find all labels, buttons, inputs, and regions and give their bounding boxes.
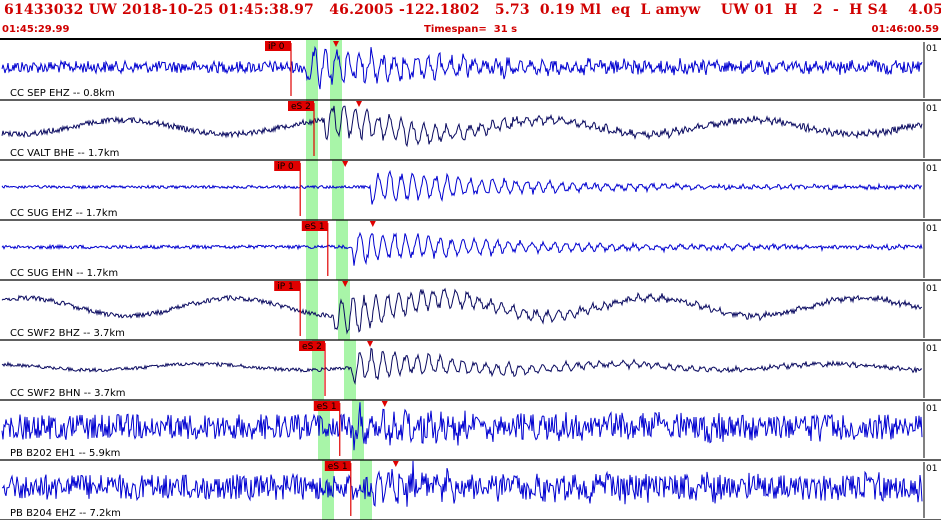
scale-label: 01 xyxy=(926,224,937,234)
channel-row[interactable]: 01 eS 2 CC VALT BHE -- 1.7km xyxy=(0,101,941,161)
channel-label: CC SUG EHN -- 1.7km xyxy=(10,268,118,279)
waveform-trace xyxy=(1,169,923,205)
waveform-trace xyxy=(1,402,923,451)
pick-triangle xyxy=(342,161,349,167)
p-window-segment xyxy=(306,220,318,280)
channel-row[interactable]: 01 eS 2 CC SWF2 BHN -- 3.7km xyxy=(0,341,941,401)
pick-label: iP 0 xyxy=(268,42,285,52)
pick-triangle xyxy=(333,41,339,47)
channel-row[interactable]: 01 eS 1 PB B204 EHZ -- 7.2km xyxy=(0,460,941,520)
channel-label: PB B202 EH1 -- 5.9km xyxy=(10,448,120,459)
scale-label: 01 xyxy=(926,344,937,354)
waveform-trace xyxy=(1,460,923,507)
scale-label: 01 xyxy=(926,44,937,54)
pick-label: eS 1 xyxy=(328,462,348,472)
waveform-trace xyxy=(1,45,923,90)
pick-flag[interactable] xyxy=(274,161,301,171)
waveform-trace xyxy=(1,347,923,385)
s-window-segment xyxy=(336,220,348,280)
pick-label: eS 1 xyxy=(317,402,337,412)
channel-label: CC SEP EHZ -- 0.8km xyxy=(10,88,115,99)
p-window-segment xyxy=(306,40,318,100)
channel-label: CC VALT BHE -- 1.7km xyxy=(10,148,119,159)
timespan: Timespan= 31 s xyxy=(424,24,518,35)
pick-flag[interactable] xyxy=(288,101,314,111)
channel-row[interactable]: 01 iP 0 CC SUG EHZ -- 1.7km xyxy=(0,161,941,221)
header-bar: 61433032 UW 2018-10-25 01:45:38.97 46.20… xyxy=(0,0,941,40)
pick-triangle xyxy=(367,341,374,347)
pick-triangle xyxy=(356,101,362,107)
scale-label: 01 xyxy=(926,404,937,414)
p-window-segment xyxy=(306,280,318,340)
waveform-trace xyxy=(1,287,923,335)
pick-flag[interactable] xyxy=(324,461,351,471)
pick-label: eS 2 xyxy=(291,102,311,112)
p-window-segment xyxy=(318,400,330,460)
channel-label: CC SWF2 BHN -- 3.7km xyxy=(10,388,126,399)
pick-triangle xyxy=(342,281,349,287)
start-time: 01:45:29.99 xyxy=(2,24,70,35)
channel-label: CC SUG EHZ -- 1.7km xyxy=(10,208,117,219)
pick-label: eS 2 xyxy=(302,342,322,352)
scale-label: 01 xyxy=(926,464,937,474)
channel-stack: 01 iP 0 CC SEP EHZ -- 0.8km 01 eS 2 CC VALT B… xyxy=(0,41,941,520)
pick-flag[interactable] xyxy=(301,221,328,231)
channel-label: CC SWF2 BHZ -- 3.7km xyxy=(10,328,125,339)
pick-triangle xyxy=(381,401,388,407)
scale-label: 01 xyxy=(926,104,937,114)
waveform-trace xyxy=(1,105,923,148)
pick-triangle xyxy=(392,461,399,467)
pick-flag[interactable] xyxy=(299,341,326,351)
pick-label: iP 1 xyxy=(277,282,294,292)
pick-label: iP 0 xyxy=(277,162,294,172)
header-divider xyxy=(0,38,941,40)
s-window-segment xyxy=(330,40,342,100)
pick-triangle xyxy=(369,221,376,227)
channel-row[interactable]: 01 eS 1 PB B202 EH1 -- 5.9km xyxy=(0,401,941,461)
pick-flag[interactable] xyxy=(274,281,301,291)
s-window-segment xyxy=(344,340,356,400)
end-time: 01:46:00.59 xyxy=(871,24,939,35)
p-window-segment xyxy=(306,100,318,160)
pick-label: eS 1 xyxy=(305,222,325,232)
seismogram-panel[interactable]: 01 iP 0 CC SEP EHZ -- 0.8km 01 eS 2 CC VALT B… xyxy=(0,40,941,520)
s-window-segment xyxy=(360,460,372,520)
p-window-segment xyxy=(312,340,324,400)
p-window-segment xyxy=(306,160,318,220)
waveform-trace xyxy=(1,231,923,266)
s-window-segment xyxy=(332,160,344,220)
channel-label: PB B204 EHZ -- 7.2km xyxy=(10,508,121,519)
channel-row[interactable]: 01 eS 1 CC SUG EHN -- 1.7km xyxy=(0,221,941,281)
scale-label: 01 xyxy=(926,164,937,174)
channel-row[interactable]: 01 iP 0 CC SEP EHZ -- 0.8km xyxy=(0,41,941,101)
pick-flag[interactable] xyxy=(313,401,340,411)
event-summary: 61433032 UW 2018-10-25 01:45:38.97 46.20… xyxy=(4,2,941,18)
scale-label: 01 xyxy=(926,284,937,294)
channel-row[interactable]: 01 iP 1 CC SWF2 BHZ -- 3.7km xyxy=(0,281,941,341)
pick-flag[interactable] xyxy=(265,41,291,51)
